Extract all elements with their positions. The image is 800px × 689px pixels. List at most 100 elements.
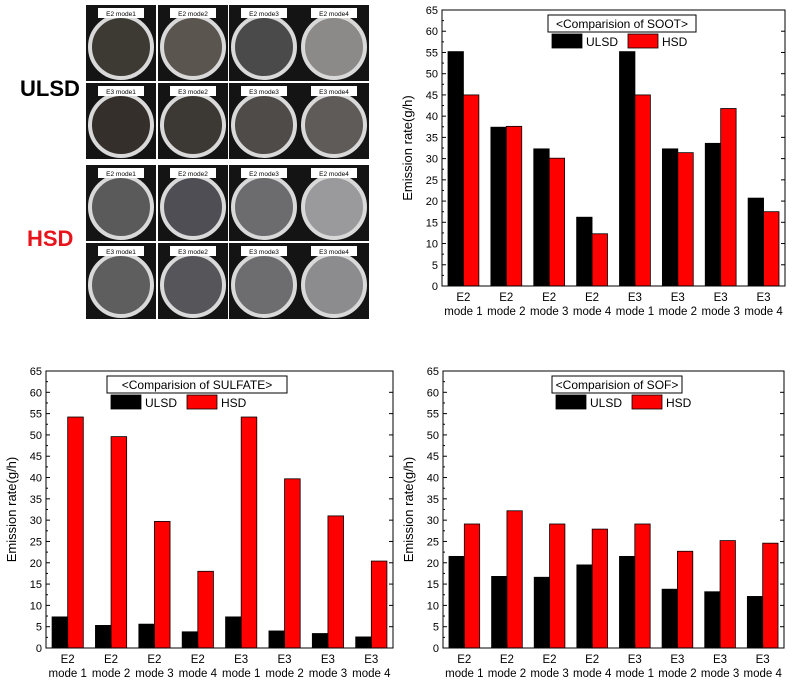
x-tick-label: E3 [756,654,770,666]
y-tick-label: 5 [433,622,439,634]
legend-label-hsd: HSD [221,396,247,410]
ulsd-bar [447,51,464,287]
sample-tag-label: E3 mode1 [106,89,136,96]
x-tick-label: mode 4 [744,668,783,680]
x-tick-label: mode 2 [265,668,303,680]
hsd-bar [463,94,480,287]
legend-label-hsd: HSD [662,35,688,49]
sof-chart: 0 5 10 15 20 25 30 35 40 45 50 55 60 65 Emission rate(… [401,366,785,680]
sample-tag-label: E3 mode3 [249,89,279,96]
y-tick-label: 30 [426,154,438,166]
ulsd-bar [661,588,678,649]
legend-label-hsd: HSD [666,396,692,410]
filter-disc [231,92,297,158]
hsd-bar [763,211,780,287]
x-tick-label: mode 4 [573,668,612,680]
ulsd-bar [95,625,112,649]
sample-tag [98,8,144,18]
y-tick-label: 30 [427,515,439,527]
hsd-bar [197,570,214,649]
sample-tag [311,8,357,18]
hsd-sample: E2 mode4 [299,165,369,241]
x-tick-label: E2 [585,292,599,304]
x-tick-label: mode 3 [530,306,568,318]
x-tick-label: mode 4 [179,668,218,680]
ulsd-sample: E2 mode4 [299,5,369,81]
sample-tag-label: E3 mode3 [249,249,279,256]
y-tick-label: 0 [433,643,439,655]
filter-disc [160,252,226,318]
y-tick-label: 5 [432,260,438,272]
ulsd-bar [576,216,593,287]
hsd-bar [284,478,301,649]
hsd-sample: E2 mode1 [86,165,156,241]
ulsd-sample: E3 mode3 [229,83,299,159]
ulsd-bar [138,623,155,649]
legend: <Comparision of SOOT> ULSD HSD [547,14,697,49]
sample-tag-label: E3 mode4 [319,249,349,256]
legend-swatch-hsd [627,33,659,49]
ulsd-bar [661,148,679,287]
bar-group [447,51,780,287]
hsd-bar [719,540,736,649]
hsd-bar [548,157,566,287]
x-tick-label: mode 1 [49,668,87,680]
filter-disc [160,14,226,80]
y-tick-label: 10 [426,239,438,251]
ulsd-bar [181,631,199,649]
sample-tag [170,86,216,96]
hsd-bar [720,108,737,287]
hsd-bar [370,560,388,649]
ulsd-sample: E3 mode1 [86,83,156,159]
x-tick-label: mode 1 [444,306,482,318]
filter-disc [231,252,297,318]
x-tick-label: E2 [191,654,205,666]
ulsd-bar [311,633,329,649]
x-tick-label: mode 3 [530,668,568,680]
hsd-bar [634,523,651,649]
x-tick-label: E2 [499,292,513,304]
sample-tag [311,246,357,256]
x-tick-label: mode 2 [659,306,697,318]
y-tick-label: 55 [427,409,439,421]
x-tick-label: mode 1 [616,668,654,680]
hsd-sample: E3 mode1 [86,243,156,319]
ulsd-bar [268,630,285,649]
bar-group [448,510,779,649]
x-tick-label: mode 3 [309,668,347,680]
ulsd-bar [491,576,508,649]
sample-tag [170,8,216,18]
x-tick-label: E3 [671,292,685,304]
x-tick-label: E3 [713,654,727,666]
y-tick-label: 65 [426,5,438,17]
x-tick-label: E2 [542,292,556,304]
y-tick-label: 10 [30,600,42,612]
filter-disc [88,92,154,158]
x-tick-label: E3 [234,654,248,666]
sample-tag-label: E2 mode3 [249,171,279,178]
x-tick-label: mode 3 [702,306,740,318]
x-tick-label: mode 2 [488,668,526,680]
legend-swatch-hsd [631,394,663,410]
ulsd-bar [533,576,550,649]
hsd-bar [677,550,694,649]
filter-disc [160,92,226,158]
filter-photo-panel: E2 mode1 E2 mode2 E2 mode3 E2 mode4 E3 mode1… [0,0,400,330]
x-tick-label: mode 4 [352,668,391,680]
filter-disc [88,14,154,80]
y-tick-label: 45 [426,90,438,102]
chart-title: <Comparision of SOOT> [556,17,688,31]
y-axis-label: Emission rate(g/h) [401,457,416,562]
legend-title-box [551,375,683,394]
sample-tag-label: E2 mode2 [178,171,208,178]
x-tick-label: mode 2 [487,306,525,318]
hsd-bar [677,152,694,287]
x-tick-label: E2 [61,654,75,666]
legend-swatch-ulsd [110,394,142,410]
hsd-bar [762,542,779,649]
y-tick-label: 65 [427,366,439,378]
sample-tag-label: E2 mode4 [319,171,349,178]
bar-group [51,416,388,649]
legend-title-box [547,14,697,33]
y-tick-label: 55 [30,409,42,421]
